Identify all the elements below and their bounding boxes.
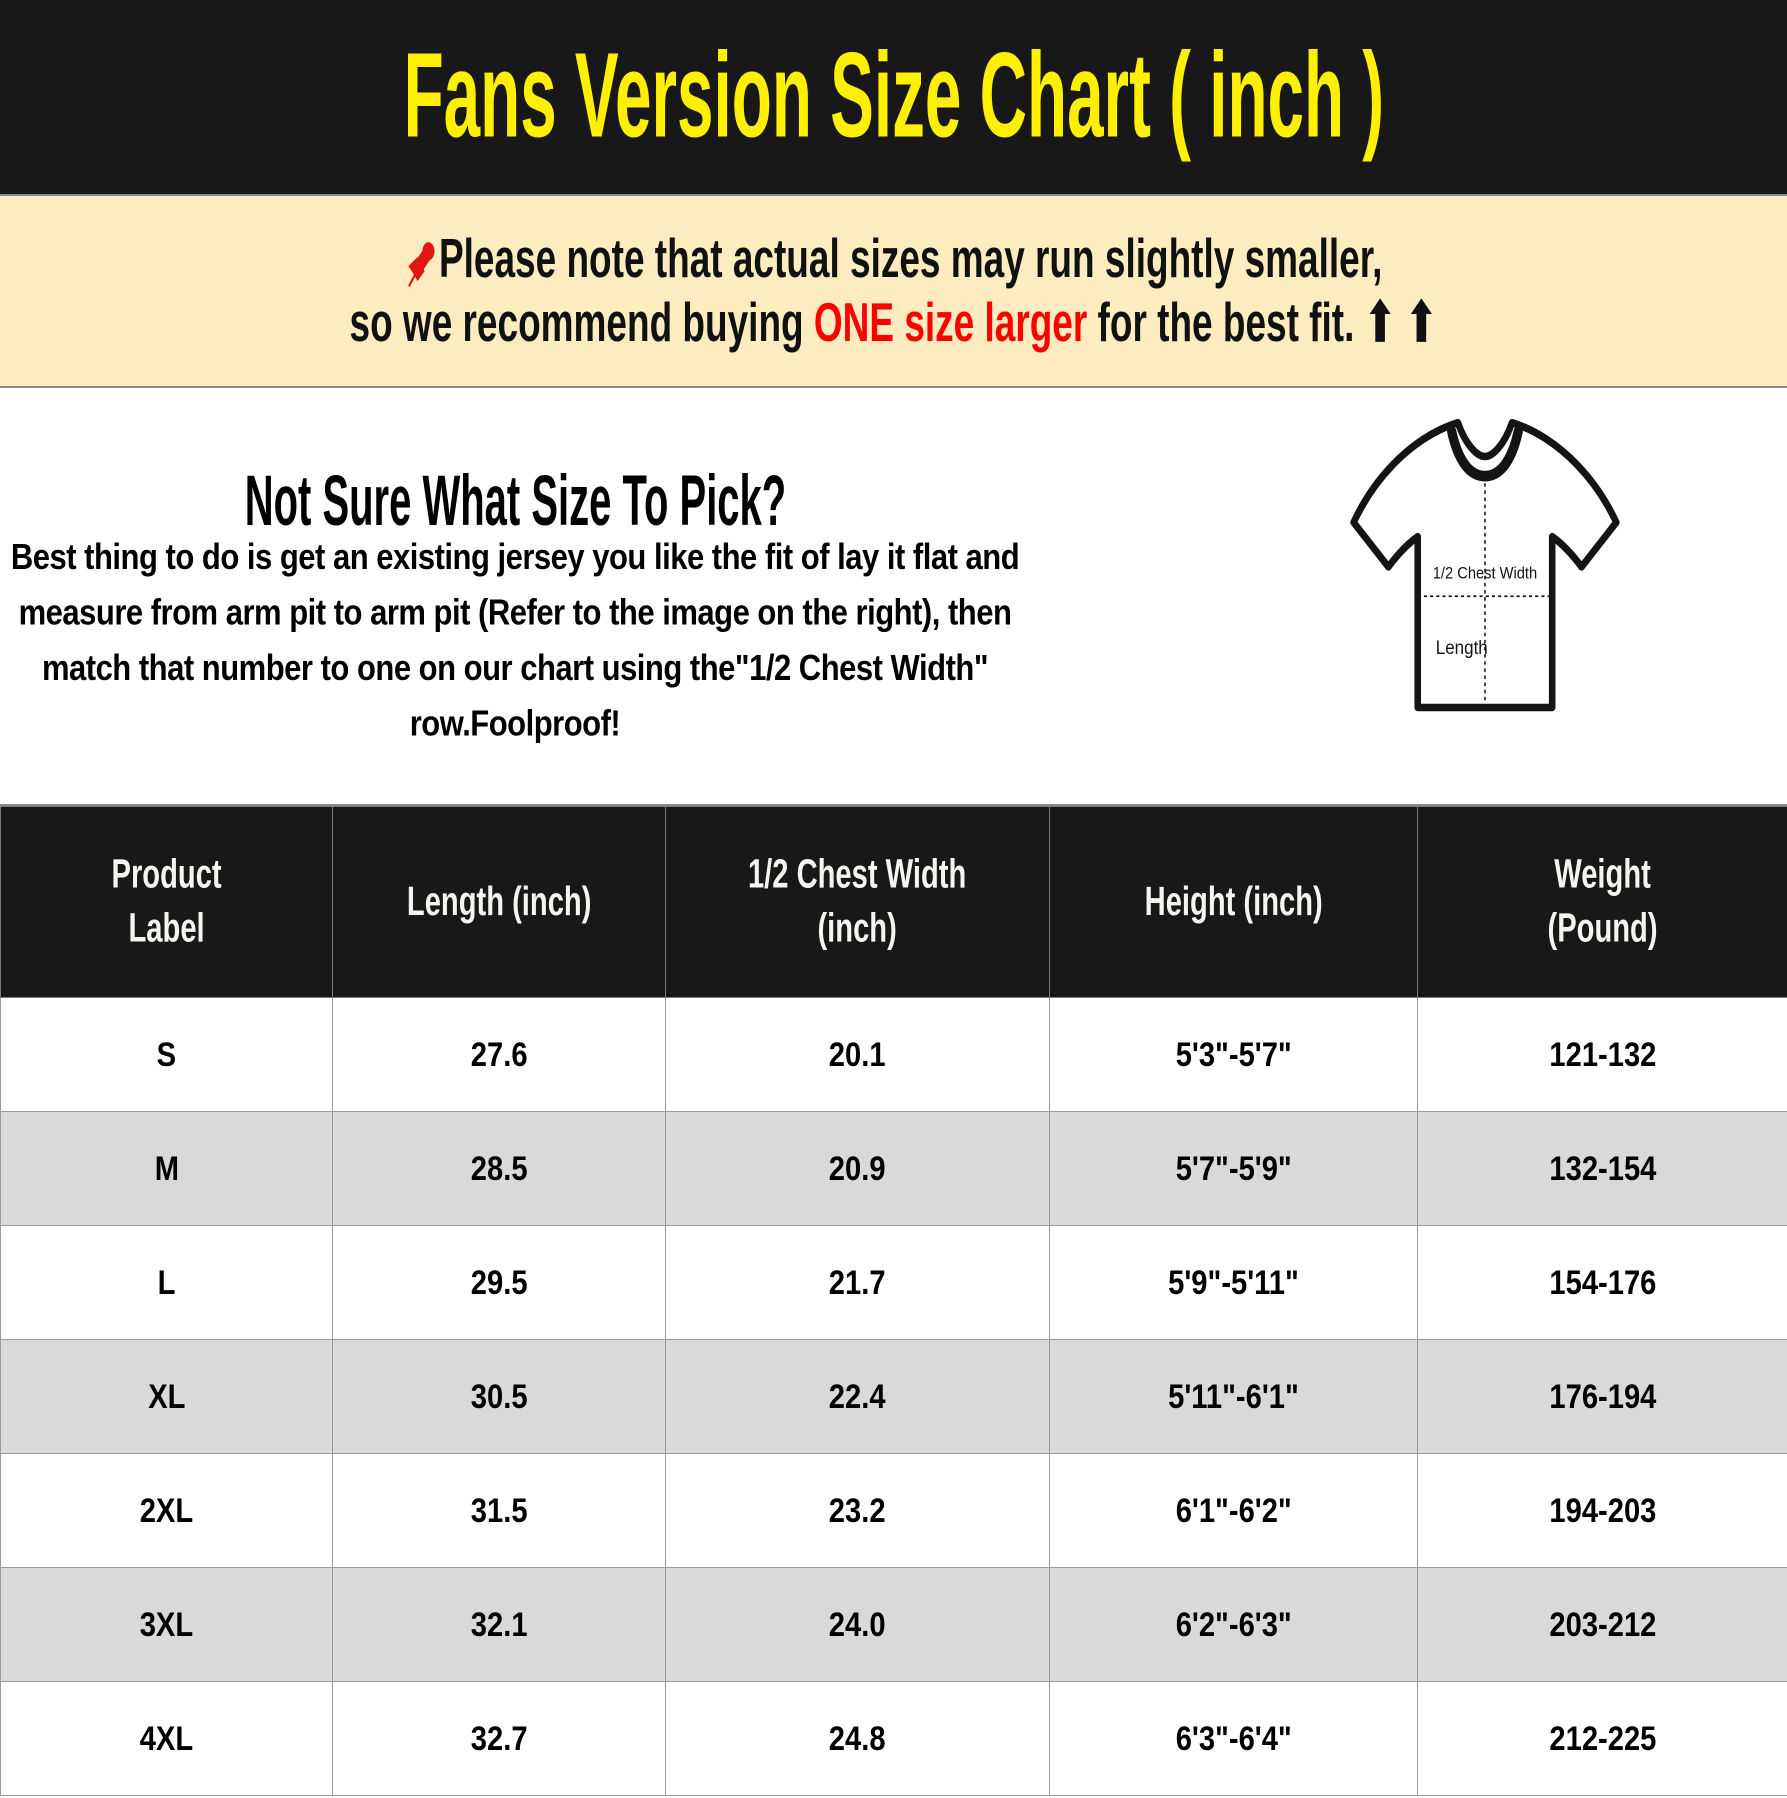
svg-text:Length: Length: [1436, 636, 1488, 658]
svg-text:1/2 Chest Width: 1/2 Chest Width: [1433, 565, 1537, 583]
